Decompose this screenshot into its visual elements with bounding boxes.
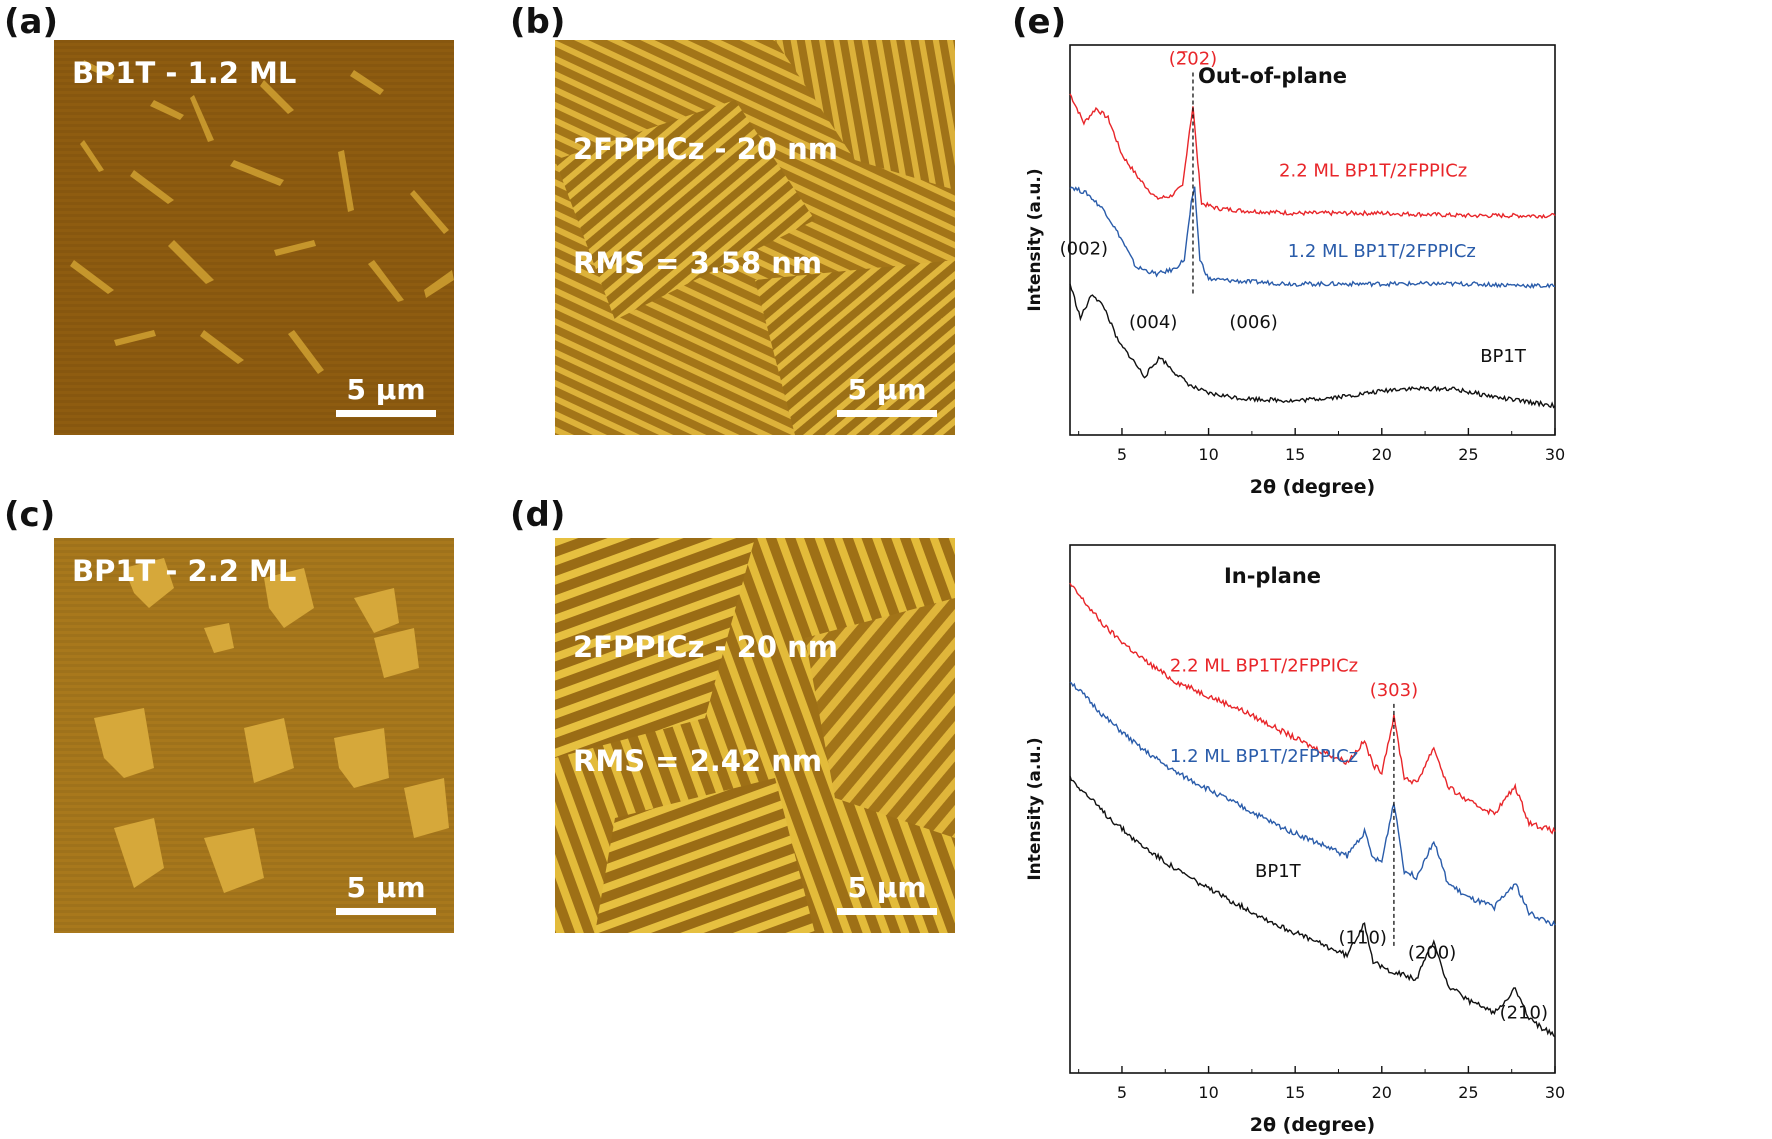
series-line — [1069, 186, 1555, 290]
series-line — [1069, 582, 1556, 835]
series-line — [1069, 93, 1556, 220]
chart-title: Out-of-plane — [1198, 64, 1347, 88]
peak-annotation: (006) — [1229, 312, 1277, 333]
chart-title: In-plane — [1224, 564, 1321, 588]
afm-caption-line: RMS = 3.58 nm — [573, 246, 823, 280]
afm-image-c: BP1T - 2.2 ML 5 µm — [54, 538, 454, 933]
peak-annotation: (004) — [1129, 312, 1177, 333]
scale-bar-a: 5 µm — [336, 373, 436, 417]
afm-caption-line: 2FPPICz - 20 nm — [573, 630, 838, 664]
afm-caption-line: 2FPPICz - 20 nm — [573, 132, 838, 166]
x-tick-label: 15 — [1285, 1083, 1305, 1102]
afm-image-d: 2FPPICz - 20 nm RMS = 2.42 nm 5 µm — [555, 538, 955, 933]
series-label: 2.2 ML BP1T/2FPPICz — [1170, 656, 1358, 677]
x-tick-label: 20 — [1372, 1083, 1392, 1102]
x-tick-label: 30 — [1545, 1083, 1565, 1102]
afm-caption-c: BP1T - 2.2 ML — [72, 552, 296, 590]
xrd-plot-out-of-plane: 5 10 15 20 25 30 2θ (degree) Intensity (a.u.) Ou… — [1000, 40, 1760, 510]
x-tick-label: 5 — [1117, 445, 1127, 464]
afm-caption-d: 2FPPICz - 20 nm RMS = 2.42 nm — [573, 552, 838, 856]
x-tick-label: 25 — [1458, 445, 1478, 464]
xrd-plot-in-plane: 5 10 15 20 25 30 2θ (degree) Intensity (a.u.) In… — [1000, 535, 1760, 1136]
series-line — [1069, 681, 1556, 927]
peak-annotation: BP1T — [1255, 861, 1302, 882]
peak-annotation: (303) — [1370, 680, 1418, 701]
x-tick-label: 15 — [1285, 445, 1305, 464]
afm-caption-a: BP1T - 1.2 ML — [72, 54, 296, 92]
x-axis-label: 2θ (degree) — [1250, 1114, 1376, 1136]
afm-image-a: BP1T - 1.2 ML 5 µm — [54, 40, 454, 435]
y-axis-label: Intensity (a.u.) — [1025, 737, 1045, 880]
peak-annotation: (110) — [1339, 927, 1387, 948]
peak-annotation: (210) — [1500, 1003, 1548, 1024]
x-axis-label: 2θ (degree) — [1250, 476, 1376, 498]
scale-label: 5 µm — [847, 373, 927, 406]
scale-bar-line — [837, 410, 937, 417]
series-label: 1.2 ML BP1T/2FPPICz — [1288, 241, 1476, 262]
peak-annotation: BP1T — [1480, 346, 1527, 367]
scale-bar-d: 5 µm — [837, 871, 937, 915]
afm-image-b: 2FPPICz - 20 nm RMS = 3.58 nm 5 µm — [555, 40, 955, 435]
scale-bar-line — [336, 908, 436, 915]
scale-label: 5 µm — [847, 871, 927, 904]
x-tick-label: 25 — [1458, 1083, 1478, 1102]
afm-caption-line: BP1T - 1.2 ML — [72, 56, 297, 90]
x-tick-label: 20 — [1372, 445, 1392, 464]
series-label: 2.2 ML BP1T/2FPPICz — [1279, 161, 1467, 182]
x-tick-label: 10 — [1198, 1083, 1218, 1102]
series-line — [1069, 283, 1556, 409]
peak-annotation: (200) — [1408, 942, 1456, 963]
series-label: 1.2 ML BP1T/2FPPICz — [1170, 746, 1358, 767]
panel-label-b: (b) — [510, 2, 566, 42]
afm-caption-line: BP1T - 2.2 ML — [72, 554, 297, 588]
peak-annotation: (2̅02) — [1169, 49, 1217, 70]
scale-label: 5 µm — [346, 373, 426, 406]
afm-caption-b: 2FPPICz - 20 nm RMS = 3.58 nm — [573, 54, 838, 358]
peak-annotation: (002) — [1060, 239, 1108, 260]
plot-frame — [1069, 544, 1556, 1074]
scale-bar-line — [837, 908, 937, 915]
afm-caption-line: RMS = 2.42 nm — [573, 744, 823, 778]
panel-label-e: (e) — [1012, 2, 1067, 42]
panel-label-a: (a) — [4, 2, 59, 42]
y-axis-label: Intensity (a.u.) — [1025, 168, 1045, 311]
panel-label-c: (c) — [4, 495, 56, 535]
scale-label: 5 µm — [346, 871, 426, 904]
x-tick-label: 5 — [1117, 1083, 1127, 1102]
series-line — [1069, 775, 1556, 1038]
x-tick-label: 30 — [1545, 445, 1565, 464]
x-tick-label: 10 — [1198, 445, 1218, 464]
plot-frame — [1069, 44, 1556, 436]
panel-label-d: (d) — [510, 495, 566, 535]
scale-bar-c: 5 µm — [336, 871, 436, 915]
scale-bar-b: 5 µm — [837, 373, 937, 417]
scale-bar-line — [336, 410, 436, 417]
